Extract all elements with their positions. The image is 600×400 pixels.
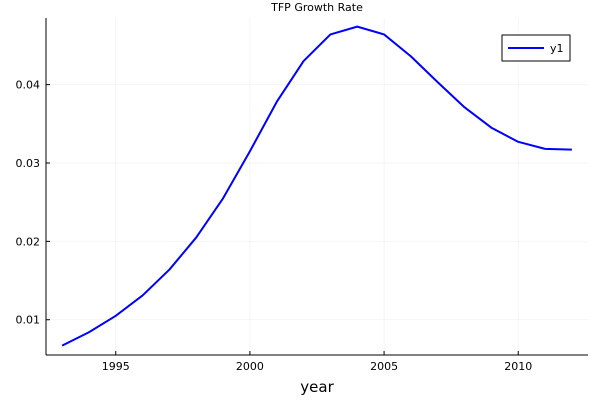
y-tick-label: 0.02 [16,235,41,248]
x-tick-label: 2010 [504,360,532,373]
x-tick-label: 2005 [370,360,398,373]
chart-title: TFP Growth Rate [270,1,363,14]
y-tick-label: 0.04 [16,79,41,92]
x-tick-label: 2000 [236,360,264,373]
ticks: 1995 2000 2005 2010 0.01 0.02 0.03 0.04 [16,79,533,373]
legend: y1 [501,34,571,62]
series-layer [61,25,572,347]
x-tick-label: 1995 [102,360,130,373]
x-axis-label: year [300,378,334,396]
legend-label-y1: y1 [550,42,564,55]
series-line-y1 [61,25,572,347]
y-tick-label: 0.03 [16,157,41,170]
grid [46,18,588,355]
axes [45,18,588,356]
y-tick-label: 0.01 [16,314,41,327]
